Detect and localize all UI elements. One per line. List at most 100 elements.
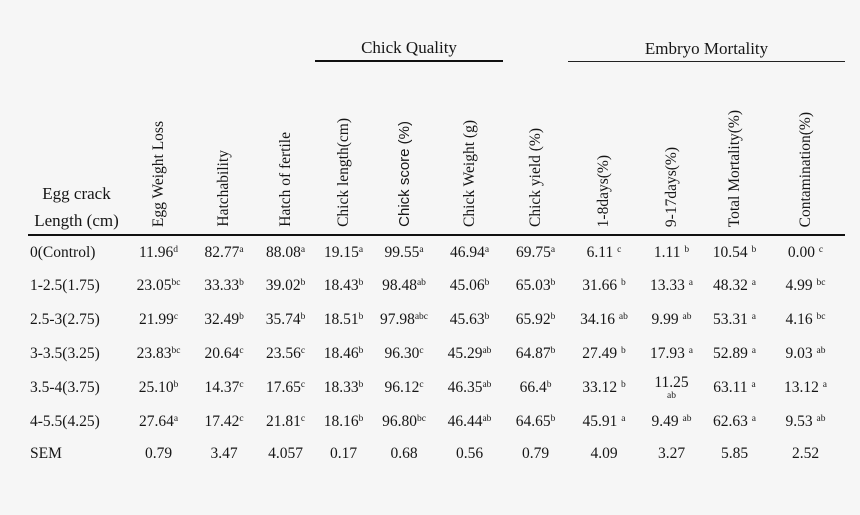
column-header-label: Chick score (%) <box>395 121 413 227</box>
significance-superscript: c <box>419 346 424 356</box>
data-cell: 63.11 a <box>713 379 756 396</box>
data-cell: 98.48ab <box>382 277 426 294</box>
significance-superscript: ab <box>416 278 426 288</box>
significance-superscript: a <box>358 244 364 255</box>
data-cell: 18.33b <box>323 379 364 396</box>
data-cell: 3.27 <box>657 444 686 462</box>
data-cell: 17.65c <box>265 379 306 396</box>
data-cell: 99.55a <box>384 243 424 261</box>
significance-superscript: b <box>621 278 626 288</box>
significance-superscript: a <box>239 244 244 255</box>
data-cell: 9.49 ab <box>651 413 692 430</box>
data-cell: 65.92b <box>515 311 556 328</box>
column-header-total-mortality: Total Mortality(%) <box>703 61 766 236</box>
significance-superscript: a <box>751 312 756 322</box>
column-header-contamination: Contamination(%) <box>766 61 846 236</box>
column-header-hatch-of-fertile: Hatch of fertile <box>256 61 315 236</box>
significance-superscript: abc <box>414 312 429 322</box>
data-cell: 35.74b <box>265 311 306 328</box>
data-cell: 19.15a <box>323 243 364 261</box>
column-header-chick-weight-g: Chick Weight (g) <box>436 61 503 236</box>
significance-superscript: a <box>751 380 756 390</box>
significance-superscript: a <box>751 414 756 424</box>
column-header-label: Contamination(%) <box>796 111 814 227</box>
data-cell: 13.33 a <box>650 277 693 294</box>
data-cell: 14.37c <box>204 379 244 396</box>
column-header-label: Chick yield (%) <box>526 127 544 227</box>
row-header-line2: Length (cm) <box>34 210 119 230</box>
significance-superscript: b <box>358 278 364 288</box>
column-header-label: Hatchability <box>215 150 233 227</box>
data-cell: 33.33b <box>204 277 244 294</box>
data-cell: 96.12c <box>384 379 424 396</box>
data-cell: 46.94a <box>449 243 490 261</box>
data-cell: 21.81c <box>265 413 306 430</box>
data-cell: 64.87b <box>515 345 556 362</box>
row-label: SEM <box>30 444 62 462</box>
significance-superscript: bc <box>816 312 826 322</box>
significance-superscript: c <box>300 346 306 356</box>
data-cell: 13.12 a <box>784 379 827 396</box>
significance-superscript: c <box>419 380 424 390</box>
row-label: 1-2.5(1.75) <box>30 277 100 294</box>
significance-superscript: ab <box>816 346 826 356</box>
significance-superscript: ab <box>482 346 492 356</box>
row-label: 2.5-3(2.75) <box>30 311 100 328</box>
row-label: 4-5.5(4.25) <box>30 413 100 430</box>
data-cell: 45.63b <box>449 311 490 328</box>
significance-superscript: b <box>300 312 306 322</box>
data-cell: 66.4b <box>519 379 552 396</box>
column-header-label: Hatch of fertile <box>276 132 294 227</box>
data-cell: 96.80bc <box>382 413 426 430</box>
column-header-chick-score: Chick score (%) <box>372 61 436 236</box>
data-cell: 45.06b <box>449 277 490 294</box>
table-row-0-control: 0(Control) 11.96d 82.77a 88.08a 19.15a 99.55a… <box>28 235 845 269</box>
significance-superscript: d <box>173 244 179 255</box>
column-header-egg-weight-loss: Egg Weight Loss <box>125 61 192 236</box>
significance-superscript: b <box>550 312 556 322</box>
data-cell: 69.75a <box>515 243 556 261</box>
data-cell: 48.32 a <box>713 277 756 294</box>
significance-superscript: a <box>484 244 490 255</box>
data-cell: 2.52 <box>791 444 820 462</box>
significance-superscript: a <box>751 346 756 356</box>
significance-superscript: ab <box>682 312 692 322</box>
significance-superscript: b <box>550 278 556 288</box>
significance-superscript: b <box>684 244 690 255</box>
data-cell: 4.057 <box>268 444 303 462</box>
data-cell: 0.00 c <box>787 243 824 261</box>
row-label: 3.5-4(3.75) <box>30 379 100 396</box>
group-header-label: Embryo Mortality <box>644 38 769 58</box>
column-header-label: 1-8days(%) <box>595 154 613 227</box>
data-cell: 32.49b <box>204 311 244 328</box>
data-cell: 23.83bc <box>136 345 181 362</box>
data-cell: 23.05bc <box>136 277 181 294</box>
data-cell: 52.89 a <box>713 345 756 362</box>
significance-superscript: b <box>300 278 306 288</box>
table-row-2-5-3-2-75: 2.5-3(2.75) 21.99c 32.49b 35.74b 18.51b 97.98… <box>28 303 845 337</box>
significance-superscript: b <box>484 312 490 322</box>
significance-superscript: ab <box>482 380 492 390</box>
significance-superscript: c <box>300 414 306 424</box>
significance-superscript: c <box>239 346 244 356</box>
data-cell: 17.42c <box>204 413 244 430</box>
significance-superscript: b <box>358 346 364 356</box>
data-cell: 9.99 ab <box>651 311 692 328</box>
significance-superscript: b <box>358 414 364 424</box>
data-cell: 0.56 <box>455 444 484 462</box>
group-header-spacer <box>503 34 568 61</box>
significance-superscript: b <box>546 380 552 390</box>
data-cell: 6.11 c <box>586 243 622 261</box>
data-cell: 11.25 ab <box>640 371 703 405</box>
column-header-chick-yield: Chick yield (%) <box>503 61 568 236</box>
data-cell: 27.64a <box>138 413 179 430</box>
data-cell: 20.64c <box>204 345 244 362</box>
data-cell: 1.11 b <box>653 243 690 261</box>
data-cell: 45.29ab <box>447 345 492 362</box>
significance-superscript: b <box>621 346 626 356</box>
significance-superscript: a <box>173 414 179 424</box>
data-cell: 4.99 bc <box>785 277 826 294</box>
table-row-1-2-5-1-75: 1-2.5(1.75) 23.05bc 33.33b 39.02b 18.43b 98.4… <box>28 269 845 303</box>
significance-superscript: a <box>621 414 626 424</box>
